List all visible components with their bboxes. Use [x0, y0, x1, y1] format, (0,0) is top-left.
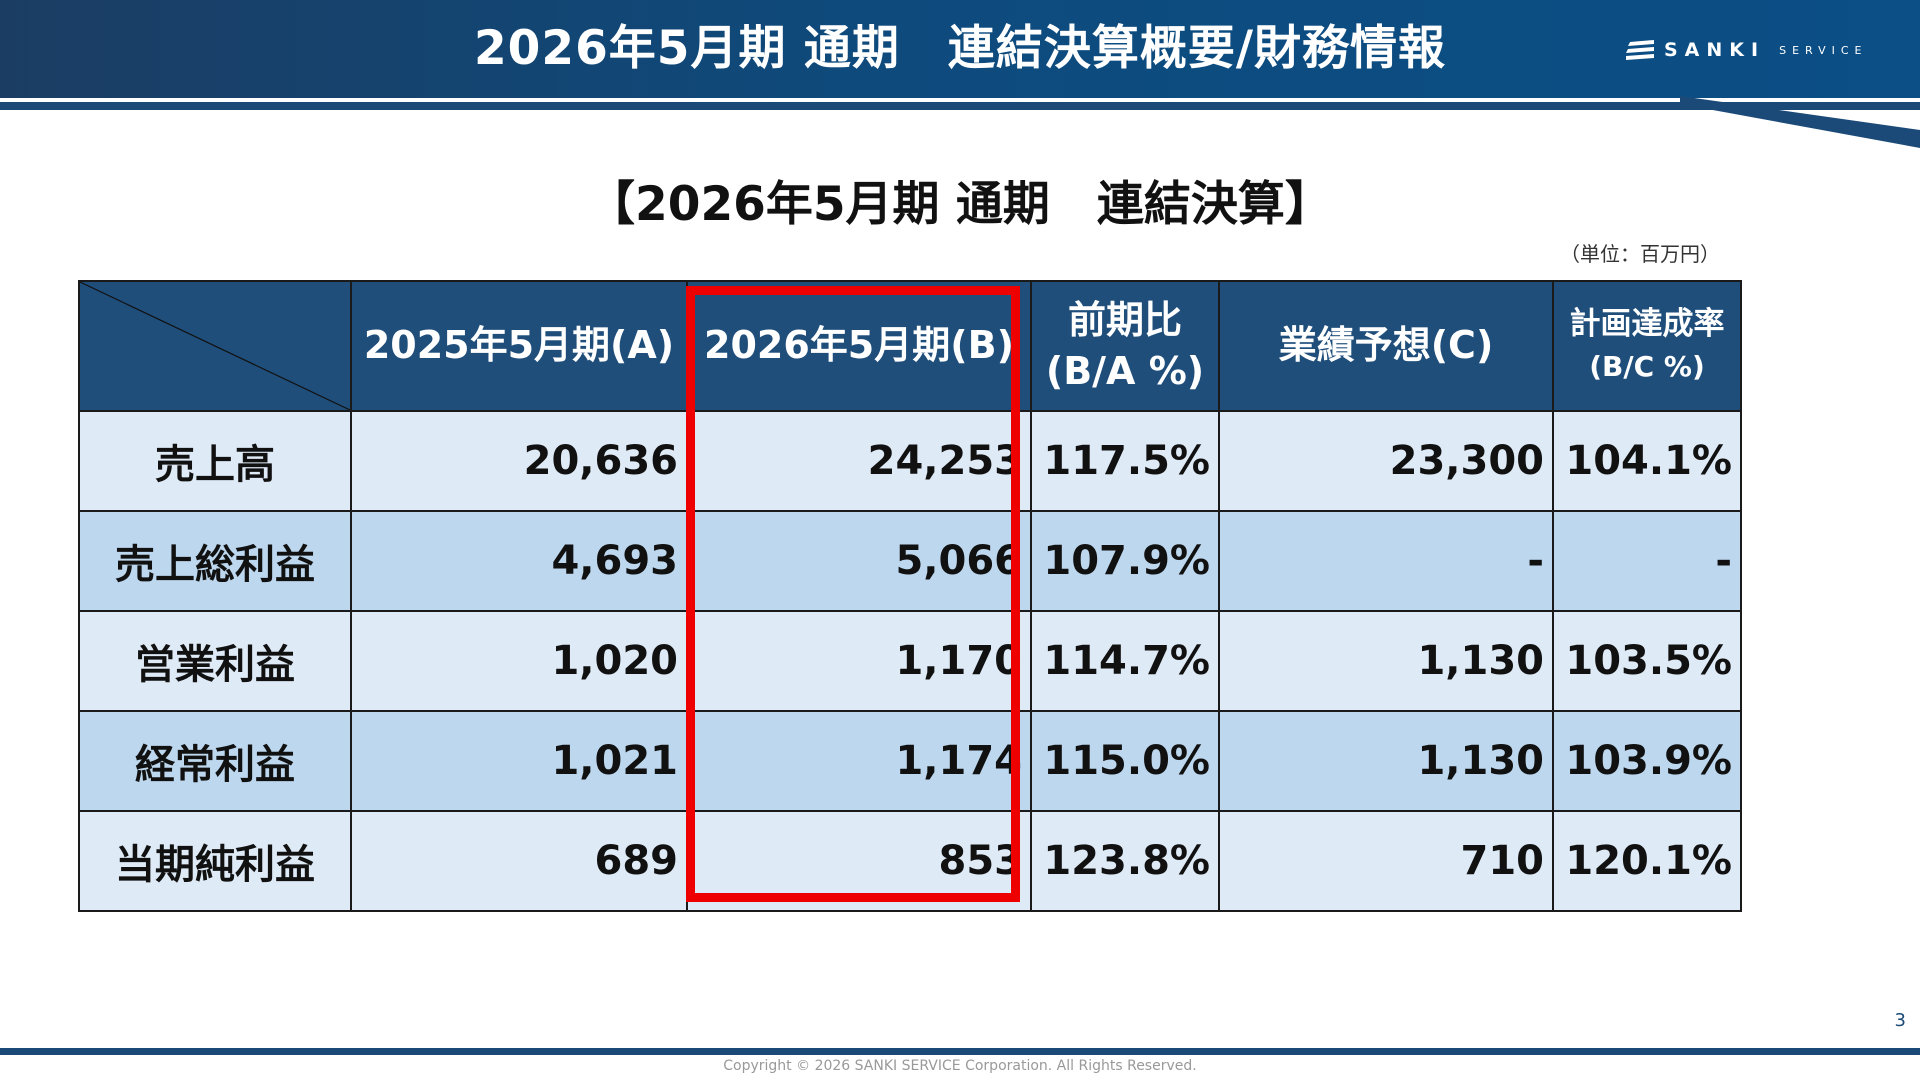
corner-header-cell [78, 280, 352, 412]
cell-achievement-rate: 103.9% [1552, 710, 1742, 812]
cell-achievement-rate: 103.5% [1552, 610, 1742, 712]
footer-divider [0, 1048, 1920, 1055]
cell-prev-year: 4,693 [350, 510, 688, 612]
header-prev-year: 2025年5月期(A) [350, 280, 688, 412]
company-logo: SANKI SERVICE [1626, 38, 1867, 62]
cell-achievement-rate: - [1552, 510, 1742, 612]
copyright-notice: Copyright © 2026 SANKI SERVICE Corporati… [723, 1058, 1197, 1074]
cell-current-year: 1,170 [686, 610, 1032, 712]
cell-current-year: 5,066 [686, 510, 1032, 612]
cell-prev-year: 20,636 [350, 410, 688, 512]
table-row-net-sales: 売上高 20,636 24,253 117.5% 23,300 104.1% [78, 410, 1742, 512]
cell-achievement-rate: 104.1% [1552, 410, 1742, 512]
cell-current-year: 24,253 [686, 410, 1032, 512]
cell-prev-year: 1,020 [350, 610, 688, 712]
cell-achievement-rate: 120.1% [1552, 810, 1742, 912]
table-row-ordinary-profit: 経常利益 1,021 1,174 115.0% 1,130 103.9% [78, 710, 1742, 812]
cell-yoy-ratio: 114.7% [1030, 610, 1220, 712]
table-row-net-income: 当期純利益 689 853 123.8% 710 120.1% [78, 810, 1742, 912]
cell-forecast: 710 [1218, 810, 1554, 912]
financial-summary-table: 2025年5月期(A) 2026年5月期(B) 前期比 (B/A %) 業績予想(… [78, 280, 1742, 912]
cell-yoy-ratio: 123.8% [1030, 810, 1220, 912]
unit-label: （単位：百万円） [1560, 242, 1720, 266]
cell-current-year: 853 [686, 810, 1032, 912]
header-yoy-ratio: 前期比 (B/A %) [1030, 280, 1220, 412]
cell-prev-year: 1,021 [350, 710, 688, 812]
table-row-gross-profit: 売上総利益 4,693 5,066 107.9% - - [78, 510, 1742, 612]
cell-yoy-ratio: 107.9% [1030, 510, 1220, 612]
cell-forecast: - [1218, 510, 1554, 612]
row-label: 経常利益 [78, 710, 352, 812]
cell-forecast: 1,130 [1218, 710, 1554, 812]
header-bar [0, 0, 1920, 98]
slide-title: 2026年5月期 通期 連結決算概要/財務情報 [473, 21, 1447, 76]
header-forecast: 業績予想(C) [1218, 280, 1554, 412]
table-header-row: 2025年5月期(A) 2026年5月期(B) 前期比 (B/A %) 業績予想(… [78, 280, 1742, 412]
cell-yoy-ratio: 117.5% [1030, 410, 1220, 512]
logo-subtext: SERVICE [1779, 43, 1868, 57]
header-achievement-rate: 計画達成率 (B/C %) [1552, 280, 1742, 412]
cell-forecast: 23,300 [1218, 410, 1554, 512]
cell-yoy-ratio: 115.0% [1030, 710, 1220, 812]
row-label: 営業利益 [78, 610, 352, 712]
cell-forecast: 1,130 [1218, 610, 1554, 712]
page-number: 3 [1894, 1010, 1906, 1031]
table-title: 【2026年5月期 通期 連結決算】 [588, 177, 1332, 232]
row-label: 売上高 [78, 410, 352, 512]
cell-prev-year: 689 [350, 810, 688, 912]
table-row-operating-profit: 営業利益 1,020 1,170 114.7% 1,130 103.5% [78, 610, 1742, 712]
header-divider [0, 102, 1920, 110]
header-current-year: 2026年5月期(B) [686, 280, 1032, 412]
cell-current-year: 1,174 [686, 710, 1032, 812]
row-label: 当期純利益 [78, 810, 352, 912]
logo-wordmark: SANKI [1664, 39, 1766, 61]
logo-stripes-icon [1626, 40, 1654, 60]
diagonal-line [80, 282, 350, 410]
row-label: 売上総利益 [78, 510, 352, 612]
header-swoosh-decoration [1680, 96, 1920, 148]
